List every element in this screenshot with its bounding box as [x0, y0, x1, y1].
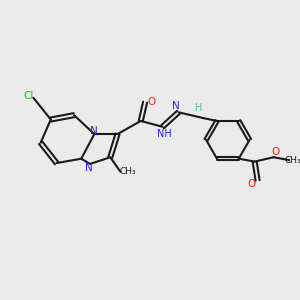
Text: CH₃: CH₃	[119, 167, 136, 176]
Text: O: O	[147, 97, 156, 107]
Text: O: O	[271, 147, 279, 157]
Text: NH: NH	[157, 129, 171, 139]
Text: N: N	[91, 126, 98, 136]
Text: CH₃: CH₃	[285, 156, 300, 165]
Text: H: H	[195, 103, 202, 113]
Text: O: O	[248, 179, 256, 189]
Text: N: N	[85, 163, 92, 173]
Text: Cl: Cl	[24, 91, 34, 101]
Text: N: N	[172, 101, 180, 112]
